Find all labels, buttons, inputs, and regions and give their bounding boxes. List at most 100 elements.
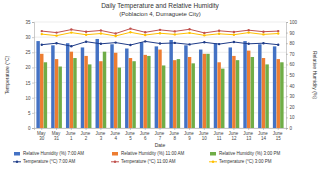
- marker: [144, 34, 146, 36]
- tick: 15: [25, 81, 34, 86]
- bar: [110, 44, 113, 128]
- bar: [66, 43, 69, 128]
- tick: 35: [25, 20, 34, 25]
- tick-mark: [286, 43, 288, 44]
- x-tick-label: June 12: [228, 131, 239, 141]
- legend-label: Relative Humidity (%) 11:00 AM: [121, 151, 184, 156]
- tick: 30: [25, 35, 34, 40]
- bar: [232, 56, 235, 128]
- tick-mark: [286, 117, 288, 118]
- legend-label: Temperature (°C) 3:00 PM: [219, 159, 272, 164]
- tick-mark: [286, 54, 288, 55]
- grid-line: [34, 37, 286, 38]
- marker: [85, 30, 87, 32]
- legend-label: Relative Humidity (%) 3:00 PM: [219, 151, 281, 156]
- x-tick-label: June 9: [184, 131, 195, 141]
- x-tick-label: June 4: [110, 131, 121, 141]
- tick-mark: [286, 64, 288, 65]
- bar: [40, 54, 43, 128]
- bar: [81, 47, 84, 128]
- marker: [188, 43, 190, 45]
- marker: [277, 32, 279, 34]
- y-tick-label: 5: [28, 111, 31, 116]
- bar: [125, 49, 128, 129]
- bar: [58, 67, 61, 128]
- x-tick-label: June 6: [140, 131, 151, 141]
- bar: [129, 58, 132, 128]
- marker: [41, 33, 43, 35]
- tick-mark: [86, 128, 87, 130]
- marker: [70, 28, 72, 30]
- legend-swatch: [14, 152, 20, 156]
- legend-item: Relative Humidity (%) 11:00 AM: [112, 151, 184, 156]
- legend-item: Temperature (°C) 11:00 AM: [111, 159, 176, 164]
- tick-mark: [56, 128, 57, 130]
- legend-swatch: [13, 161, 21, 162]
- line: [42, 32, 278, 36]
- bar: [247, 51, 250, 128]
- tick-mark: [286, 107, 288, 108]
- marker: [277, 44, 279, 46]
- x-tick-label: June 14: [258, 131, 269, 141]
- legend-marker: [16, 161, 18, 163]
- y-tick-label: 15: [25, 81, 31, 86]
- marker: [100, 43, 102, 45]
- tick-mark: [286, 33, 288, 34]
- tick-mark: [32, 128, 34, 129]
- bar: [103, 52, 106, 128]
- bar: [199, 50, 202, 128]
- y2-tick-label: 60: [290, 62, 296, 67]
- marker: [218, 43, 220, 45]
- tick-mark: [286, 96, 288, 97]
- tick: June 7: [154, 128, 165, 141]
- bar: [236, 60, 239, 128]
- tick-mark: [32, 52, 34, 53]
- tick: June 2: [81, 128, 92, 141]
- bar: [243, 41, 246, 128]
- tick: 20: [25, 65, 34, 70]
- tick: June 4: [110, 128, 121, 141]
- bar: [99, 61, 102, 128]
- marker: [100, 29, 102, 31]
- bar: [51, 45, 54, 128]
- y2-tick-label: 10: [290, 115, 296, 120]
- tick: June 12: [228, 128, 239, 141]
- bar: [73, 58, 76, 128]
- tick: 20: [286, 105, 295, 110]
- bar: [88, 64, 91, 128]
- bar: [217, 62, 220, 128]
- x-tick-label: June 2: [81, 131, 92, 141]
- legend-swatch: [210, 152, 216, 156]
- legend-swatch: [111, 161, 119, 162]
- y2-tick-label: 70: [290, 52, 296, 57]
- marker: [188, 28, 190, 30]
- tick: May 31: [52, 128, 62, 141]
- marker: [55, 34, 57, 36]
- grid-line: [34, 22, 286, 23]
- legend-item: Temperature (°C) 7:00 AM: [13, 159, 76, 164]
- marker: [159, 32, 161, 34]
- tick-mark: [32, 113, 34, 114]
- marker: [70, 31, 72, 33]
- marker: [247, 29, 249, 31]
- bar: [191, 63, 194, 128]
- y-tick-label: 20: [25, 65, 31, 70]
- marker: [114, 32, 116, 34]
- tick: June 14: [258, 128, 269, 141]
- plot-area: 051015202530350102030405060708090100May …: [25, 20, 297, 141]
- bar: [140, 42, 143, 128]
- y2-tick-label: 90: [290, 31, 296, 36]
- bar: [258, 44, 261, 128]
- tick-mark: [286, 86, 288, 87]
- tick-mark: [32, 37, 34, 38]
- marker: [144, 40, 146, 42]
- bar: [162, 65, 165, 128]
- x-axis-title: Date: [155, 142, 166, 148]
- axis-line: [287, 23, 289, 129]
- bar: [280, 62, 283, 128]
- tick: 10: [286, 115, 295, 120]
- legend-swatch: [112, 152, 118, 156]
- legend-label: Temperature (°C) 7:00 AM: [23, 159, 76, 164]
- y2-tick-label: 40: [290, 84, 296, 89]
- tick: 80: [286, 41, 295, 46]
